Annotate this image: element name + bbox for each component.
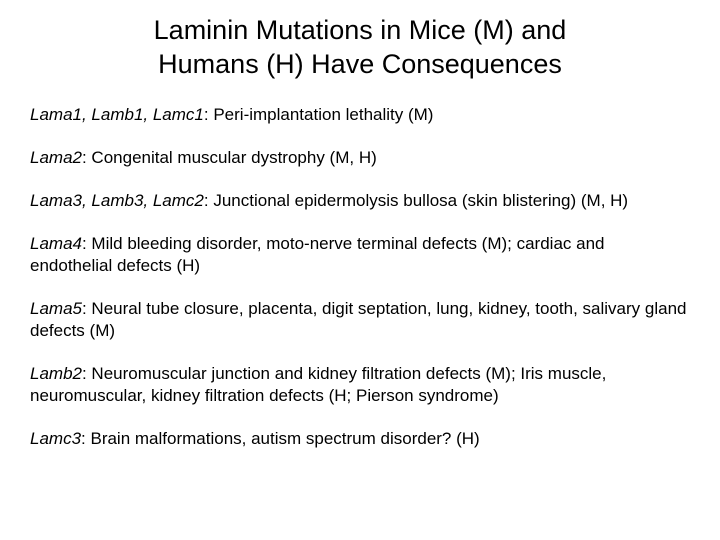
- entry-desc: : Neuromuscular junction and kidney filt…: [30, 364, 606, 405]
- title-line-2: Humans (H) Have Consequences: [158, 49, 562, 79]
- gene-label: Lama1, Lamb1, Lamc1: [30, 105, 204, 124]
- entry-row: Lamb2: Neuromuscular junction and kidney…: [30, 363, 690, 407]
- slide: Laminin Mutations in Mice (M) and Humans…: [0, 0, 720, 540]
- entry-row: Lama2: Congenital muscular dystrophy (M,…: [30, 147, 690, 169]
- entry-desc: : Neural tube closure, placenta, digit s…: [30, 299, 686, 340]
- gene-label: Lamb2: [30, 364, 82, 383]
- gene-label: Lamc3: [30, 429, 81, 448]
- entry-desc: : Peri-implantation lethality (M): [204, 105, 434, 124]
- entry-row: Lama5: Neural tube closure, placenta, di…: [30, 298, 690, 342]
- title-line-1: Laminin Mutations in Mice (M) and: [154, 15, 567, 45]
- gene-label: Lama3, Lamb3, Lamc2: [30, 191, 204, 210]
- gene-label: Lama4: [30, 234, 82, 253]
- slide-title: Laminin Mutations in Mice (M) and Humans…: [70, 14, 650, 82]
- entry-desc: : Mild bleeding disorder, moto-nerve ter…: [30, 234, 605, 275]
- entry-desc: : Brain malformations, autism spectrum d…: [81, 429, 480, 448]
- entry-desc: : Junctional epidermolysis bullosa (skin…: [204, 191, 628, 210]
- entry-row: Lama3, Lamb3, Lamc2: Junctional epidermo…: [30, 190, 690, 212]
- entry-row: Lamc3: Brain malformations, autism spect…: [30, 428, 690, 450]
- gene-label: Lama2: [30, 148, 82, 167]
- entry-row: Lama1, Lamb1, Lamc1: Peri-implantation l…: [30, 104, 690, 126]
- gene-label: Lama5: [30, 299, 82, 318]
- entry-row: Lama4: Mild bleeding disorder, moto-nerv…: [30, 233, 690, 277]
- entry-desc: : Congenital muscular dystrophy (M, H): [82, 148, 377, 167]
